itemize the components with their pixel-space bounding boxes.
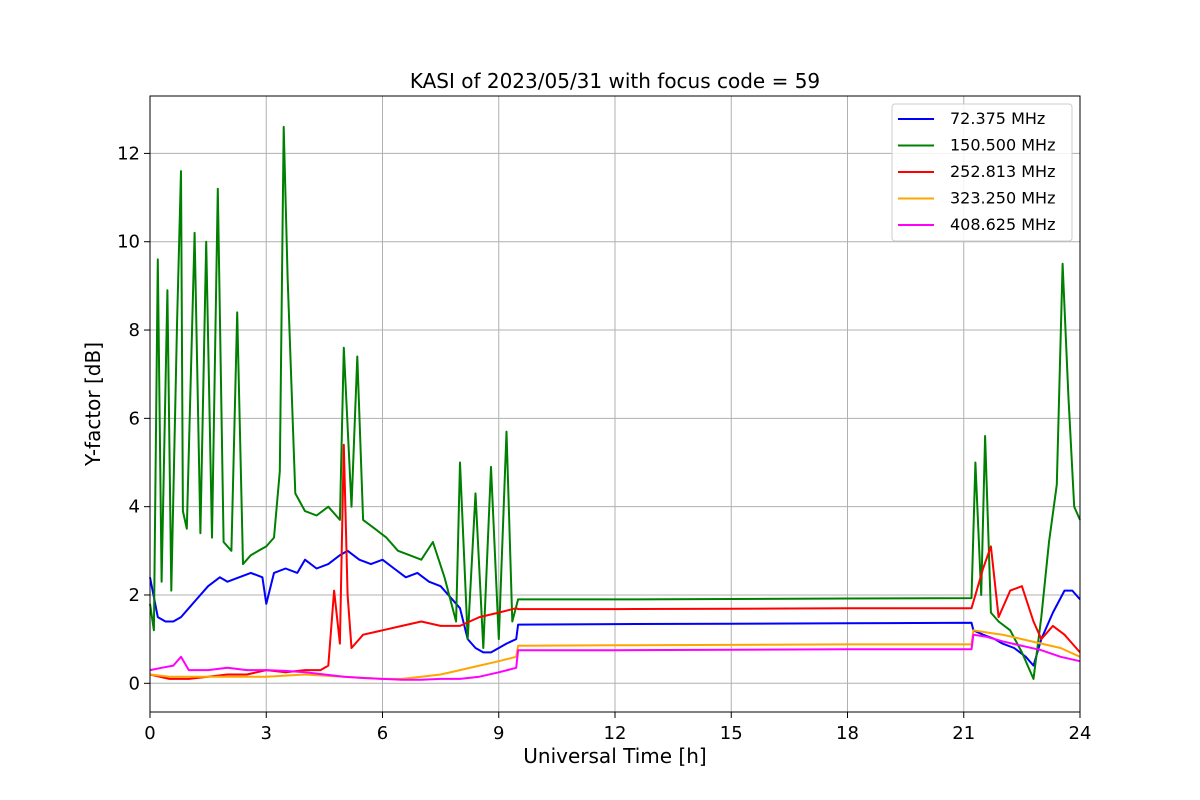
legend: 72.375 MHz 150.500 MHz 252.813 MHz 323.250 …: [891, 103, 1073, 242]
series-line-4: [149, 629, 1081, 680]
y-tick-label: 12: [117, 143, 140, 164]
legend-label-2: 150.500 MHz: [950, 136, 1055, 155]
x-tick-label: 18: [836, 723, 859, 744]
y-tick-label: 8: [129, 320, 140, 341]
x-tick-label: 12: [604, 723, 627, 744]
y-ticks: 0 2 4 6 8 10 12: [117, 143, 150, 694]
x-tick-label: 9: [493, 723, 504, 744]
legend-label-1: 72.375 MHz: [950, 109, 1045, 128]
series-line-2: [149, 125, 1081, 680]
x-tick-label: 21: [952, 723, 975, 744]
series-line-3: [149, 443, 1081, 680]
x-tick-label: 3: [261, 723, 272, 744]
y-tick-label: 4: [129, 497, 140, 518]
y-tick-label: 10: [117, 232, 140, 253]
x-ticks: 0 3 6 9 12 15 18 21 24: [144, 712, 1091, 744]
legend-label-4: 323.250 MHz: [950, 189, 1055, 208]
x-axis-label: Universal Time [h]: [523, 744, 706, 768]
x-tick-label: 15: [720, 723, 743, 744]
y-axis-label: Y-factor [dB]: [81, 342, 105, 467]
x-tick-label: 6: [377, 723, 388, 744]
series-line-5: [149, 633, 1081, 681]
legend-label-3: 252.813 MHz: [950, 162, 1055, 181]
legend-box: [891, 103, 1073, 242]
x-tick-label: 0: [144, 723, 155, 744]
chart-title: KASI of 2023/05/31 with focus code = 59: [410, 69, 820, 93]
y-tick-label: 2: [129, 585, 140, 606]
x-tick-label: 24: [1069, 723, 1092, 744]
y-tick-label: 6: [129, 408, 140, 429]
legend-label-5: 408.625 MHz: [950, 215, 1055, 234]
series-layer: [149, 125, 1081, 681]
y-tick-label: 0: [129, 673, 140, 694]
